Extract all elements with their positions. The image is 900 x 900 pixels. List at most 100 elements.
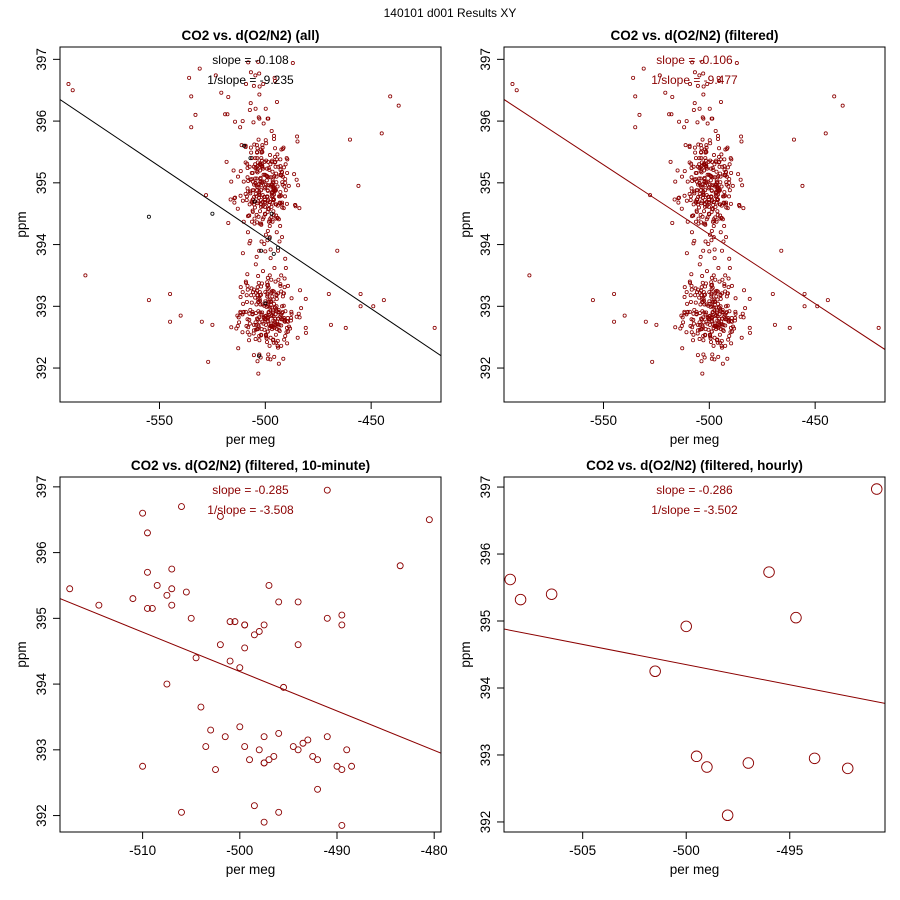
data-point xyxy=(725,206,730,211)
data-point xyxy=(710,310,715,315)
data-point xyxy=(700,371,705,376)
data-points xyxy=(66,59,437,376)
data-point xyxy=(278,201,283,206)
data-point xyxy=(285,170,290,175)
data-point xyxy=(343,325,348,330)
data-point xyxy=(687,279,692,284)
chart-panel-1: CO2 vs. d(O2/N2) (all) slope = -0.108 1/sl… xyxy=(14,28,442,447)
data-point xyxy=(240,251,245,256)
data-point xyxy=(688,299,693,304)
data-point xyxy=(276,164,281,169)
data-point xyxy=(347,137,352,142)
data-point xyxy=(712,219,717,224)
data-point xyxy=(717,279,722,284)
data-point xyxy=(268,247,273,252)
data-point xyxy=(225,112,230,117)
data-point xyxy=(700,299,705,304)
data-point xyxy=(684,330,689,335)
data-point xyxy=(258,179,263,184)
data-point xyxy=(698,212,703,217)
data-point xyxy=(289,309,294,314)
y-tick-label: 397 xyxy=(34,48,49,71)
data-point xyxy=(163,680,171,688)
y-tick-label: 395 xyxy=(34,172,49,195)
data-point xyxy=(206,359,211,364)
data-point xyxy=(726,337,731,342)
data-point xyxy=(713,194,718,199)
data-point xyxy=(251,322,256,327)
data-point xyxy=(371,304,376,309)
data-point xyxy=(709,188,714,193)
data-point xyxy=(722,193,727,198)
data-point xyxy=(285,341,290,346)
data-point xyxy=(282,337,287,342)
data-point xyxy=(259,222,264,227)
data-point xyxy=(276,361,281,366)
x-tick-label: -500 xyxy=(226,843,253,858)
data-point xyxy=(265,292,270,297)
data-point xyxy=(262,195,267,200)
data-point xyxy=(259,188,264,193)
data-point xyxy=(265,340,270,345)
data-point xyxy=(720,322,725,327)
data-point xyxy=(808,752,821,765)
data-point xyxy=(244,194,249,199)
y-tick-label: 393 xyxy=(34,739,49,762)
data-point xyxy=(268,299,273,304)
data-point xyxy=(684,290,689,295)
data-point xyxy=(701,116,706,121)
data-point xyxy=(146,214,151,219)
data-point xyxy=(729,283,734,288)
data-point xyxy=(294,746,302,754)
data-point xyxy=(712,299,717,304)
data-point xyxy=(694,309,699,314)
data-point xyxy=(247,338,252,343)
chart-panel-4: CO2 vs. d(O2/N2) (filtered, hourly) slope… xyxy=(458,458,886,877)
data-point xyxy=(684,198,689,203)
data-point xyxy=(697,176,702,181)
data-point xyxy=(356,183,361,188)
data-point xyxy=(668,159,673,164)
data-point xyxy=(251,287,256,292)
data-point xyxy=(693,219,698,224)
data-point xyxy=(260,310,265,315)
data-point xyxy=(718,171,723,176)
data-point xyxy=(723,273,728,278)
data-point xyxy=(710,352,715,357)
data-point xyxy=(695,287,700,292)
data-point xyxy=(727,162,732,167)
data-point xyxy=(242,143,247,148)
data-point xyxy=(248,70,253,75)
data-point xyxy=(703,222,708,227)
data-point xyxy=(267,224,272,229)
data-point xyxy=(284,156,289,161)
data-point xyxy=(268,256,273,261)
data-point xyxy=(682,311,687,316)
y-tick-label: 392 xyxy=(478,811,493,834)
data-point xyxy=(260,145,265,150)
data-point xyxy=(703,183,708,188)
data-point xyxy=(278,224,283,229)
data-point xyxy=(129,595,137,603)
data-point xyxy=(265,116,270,121)
data-point xyxy=(210,322,215,327)
data-point xyxy=(253,322,258,327)
data-point xyxy=(716,325,721,330)
data-point xyxy=(255,746,263,754)
data-point xyxy=(245,287,250,292)
data-point xyxy=(139,762,147,770)
data-point xyxy=(702,302,707,307)
data-point xyxy=(733,311,738,316)
data-point xyxy=(309,752,317,760)
data-point xyxy=(247,202,252,207)
data-point xyxy=(736,172,741,177)
data-point xyxy=(279,343,284,348)
data-point xyxy=(779,248,784,253)
data-point xyxy=(260,319,265,324)
data-point xyxy=(202,743,210,750)
data-point xyxy=(649,665,661,678)
data-point xyxy=(263,232,268,237)
data-point xyxy=(726,285,731,290)
data-point xyxy=(256,137,261,142)
data-point xyxy=(289,316,294,321)
